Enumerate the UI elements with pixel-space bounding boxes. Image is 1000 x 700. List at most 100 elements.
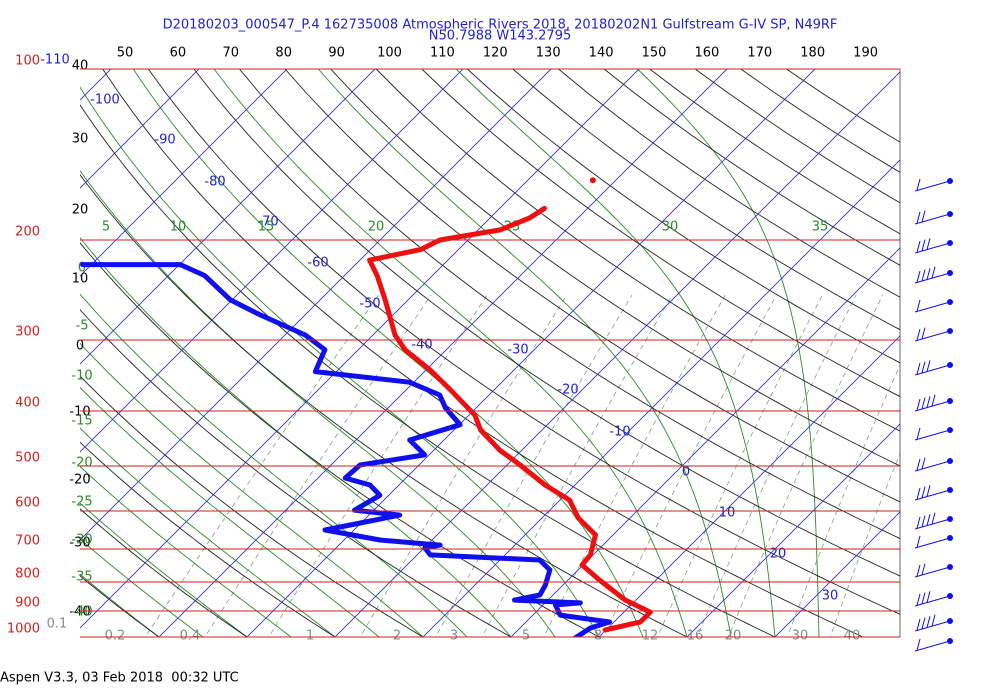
isotherm-label: -20 — [557, 383, 578, 398]
theta-label: 40 — [72, 59, 89, 74]
barb-tick — [916, 638, 921, 651]
barb-staff — [914, 537, 951, 549]
barb-staff — [914, 364, 951, 376]
barb-tick — [921, 269, 926, 282]
barb-tick — [921, 592, 926, 605]
barb-staff — [914, 180, 951, 192]
barb-tick — [926, 485, 931, 497]
moist-adiabat — [80, 86, 600, 637]
barb-tick — [916, 487, 921, 500]
barb-staff — [914, 301, 951, 313]
barb-tick — [916, 398, 921, 411]
barb-tick — [921, 617, 926, 630]
moist-label: -10 — [71, 369, 92, 384]
theta-label: -40 — [69, 605, 90, 620]
moist-label: -20 — [71, 456, 92, 471]
barb-tick — [921, 361, 926, 374]
mixing-ratio-line — [696, 294, 857, 637]
barb-staff — [914, 213, 951, 225]
theta-label: -10 — [69, 405, 90, 420]
dry-adiabat — [375, 69, 900, 432]
dry-adiabat — [147, 69, 900, 615]
isotherm — [80, 69, 200, 189]
theta-label: -30 — [69, 536, 90, 551]
barb-tick — [926, 591, 931, 603]
moist-label: 20 — [368, 220, 385, 235]
moist-label: 35 — [812, 220, 829, 235]
moist-adiabat — [455, 69, 776, 637]
temperature-point — [589, 177, 596, 184]
subtitle: N50.7988 W143.2795 — [429, 29, 572, 44]
theta-label: 90 — [328, 46, 345, 61]
barb-staff — [914, 429, 951, 441]
theta-label: 110 — [430, 46, 455, 61]
pressure-label: 900 — [15, 596, 40, 611]
isotherm — [80, 69, 288, 277]
dry-adiabat — [80, 375, 424, 637]
theta-label: 150 — [642, 46, 667, 61]
moist-adiabat — [80, 293, 468, 637]
pressure-label: 300 — [15, 324, 40, 339]
isotherm — [686, 423, 900, 637]
theta-label: 20 — [72, 203, 89, 218]
barb-tick — [921, 239, 926, 252]
moist-label: -40 — [71, 605, 92, 620]
moist-adiabat — [637, 69, 820, 637]
temperature-profile — [367, 205, 653, 633]
mixing-ratio-line — [603, 294, 777, 637]
mixing-ratio-line — [786, 364, 900, 637]
moist-adiabat — [80, 573, 160, 637]
mixing-ratio-line — [829, 452, 900, 637]
barb-tick — [916, 618, 921, 631]
theta-label: 140 — [589, 46, 614, 61]
pressure-label: 200 — [15, 224, 40, 239]
wind-barbs — [914, 178, 953, 652]
isotherm-label: -50 — [359, 297, 380, 312]
dry-adiabat — [193, 69, 900, 577]
theta-label: 170 — [747, 46, 772, 61]
barb-tick — [916, 328, 921, 341]
mixing-ratio-label: 8 — [594, 629, 602, 644]
isotherm — [598, 335, 900, 637]
moist-adiabat — [80, 237, 512, 637]
isotherm — [80, 69, 552, 541]
label-layer: 1002003004005006007008009001000-110-100-… — [7, 46, 878, 644]
isotherm — [80, 69, 464, 453]
theta-label: 10 — [72, 272, 89, 287]
isotherm-label: 0 — [682, 465, 690, 480]
barb-tick — [926, 514, 931, 526]
barb-tick — [916, 299, 921, 312]
profile-layer — [80, 177, 653, 637]
mixing-ratio-line — [543, 294, 726, 637]
isotherm-label: -70 — [257, 215, 278, 230]
dry-adiabat — [284, 69, 900, 503]
dewpoint-profile — [80, 262, 613, 637]
dry-adiabat — [80, 441, 336, 637]
isotherm — [158, 69, 728, 637]
dry-adiabat — [80, 104, 777, 637]
barb-tick — [916, 178, 921, 191]
mixing-ratio-label: 20 — [725, 629, 742, 644]
pressure-label: 1000 — [7, 622, 40, 637]
pressure-label: 700 — [15, 534, 40, 549]
barb-staff — [914, 460, 951, 472]
isotherm — [80, 69, 640, 629]
theta-label: 100 — [377, 46, 402, 61]
barb-staff — [914, 330, 951, 342]
barb-tick — [926, 616, 931, 628]
barb-staff — [914, 489, 951, 501]
barb-tick — [921, 397, 926, 410]
barb-tick — [916, 362, 921, 375]
isotherm-label: 10 — [719, 506, 736, 521]
mixing-ratio-label: 40 — [844, 629, 861, 644]
mixing-ratio-label: 1 — [306, 629, 314, 644]
barb-tick — [916, 535, 921, 548]
moist-label: -5 — [76, 319, 89, 334]
theta-label: 0 — [76, 339, 84, 354]
mixing-ratio-label: 5 — [522, 629, 530, 644]
barb-tick — [921, 457, 926, 470]
mixing-ratio-line — [481, 294, 673, 637]
isotherm-label: -80 — [204, 175, 225, 190]
dry-adiabat — [330, 69, 900, 467]
